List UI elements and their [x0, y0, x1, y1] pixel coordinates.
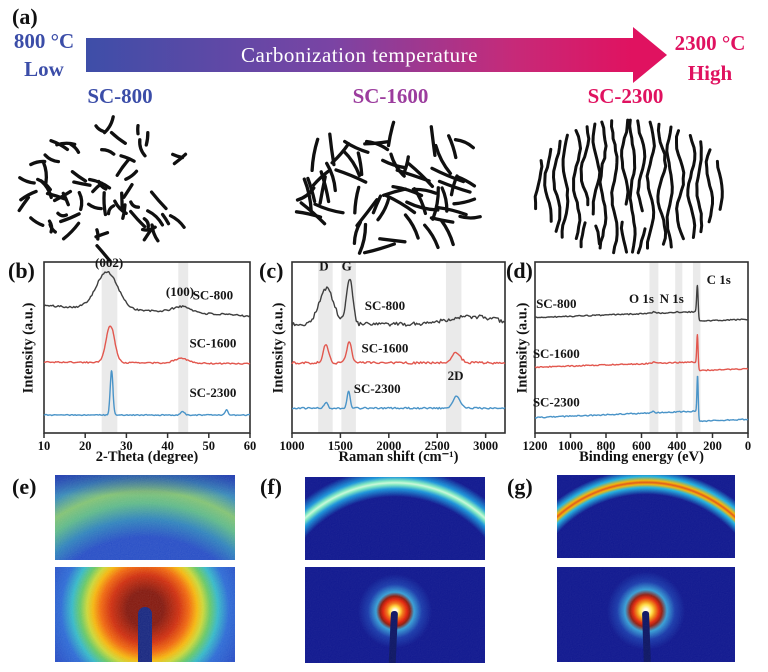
- low-temp-level: Low: [24, 57, 64, 81]
- sc1600-saxs-pattern: [305, 567, 485, 663]
- panel-f-label: (f): [260, 474, 282, 499]
- sc1600-waxs-pattern: [305, 477, 485, 560]
- svg-text:N 1s: N 1s: [660, 291, 684, 306]
- sc800-structure-sketch: [17, 115, 188, 263]
- svg-text:400: 400: [668, 439, 687, 453]
- svg-text:G: G: [342, 259, 352, 274]
- svg-text:60: 60: [244, 439, 256, 453]
- svg-text:C 1s: C 1s: [707, 272, 731, 287]
- svg-text:O 1s: O 1s: [629, 291, 654, 306]
- svg-text:1000: 1000: [558, 439, 583, 453]
- svg-text:30: 30: [120, 439, 133, 453]
- panel-b-label: (b): [8, 258, 35, 283]
- raman-x-axis-label: Raman shift (cm⁻¹): [338, 449, 459, 465]
- svg-text:D: D: [319, 259, 328, 274]
- xps-plot: 1200 1000 800 600 400 200 0 SC-800 SC-1600 SC-230…: [523, 261, 751, 453]
- sc2300-saxs-pattern: [557, 567, 735, 662]
- sc1600-structure-sketch: [294, 120, 482, 255]
- high-temp-value: 2300 °C: [674, 31, 746, 55]
- sc800-waxs-pattern: [55, 475, 235, 560]
- beamstop-shadow: [138, 607, 152, 662]
- sample-label-sc800: SC-800: [87, 84, 153, 108]
- svg-text:1500: 1500: [328, 439, 353, 453]
- svg-text:1000: 1000: [280, 439, 305, 453]
- svg-text:SC-1600: SC-1600: [189, 336, 236, 351]
- svg-text:SC-800: SC-800: [365, 298, 405, 313]
- svg-text:2500: 2500: [425, 439, 450, 453]
- low-temp-value: 800 °C: [13, 29, 75, 53]
- svg-text:10: 10: [38, 439, 51, 453]
- temperature-gradient-arrow: Carbonization temperature: [86, 38, 633, 72]
- svg-text:1200: 1200: [523, 439, 548, 453]
- svg-text:(100): (100): [166, 284, 194, 299]
- svg-text:3000: 3000: [473, 439, 498, 453]
- svg-text:2D: 2D: [448, 368, 464, 383]
- sc800-saxs-pattern: [55, 567, 235, 662]
- sample-label-sc2300: SC-2300: [587, 84, 664, 108]
- panel-e-label: (e): [12, 474, 37, 499]
- svg-text:SC-1600: SC-1600: [361, 341, 408, 356]
- svg-text:50: 50: [203, 439, 216, 453]
- panel-c-label: (c): [259, 258, 284, 283]
- xrd-x-axis-label: 2-Theta (degree): [95, 449, 199, 465]
- beamstop-shadow: [388, 610, 398, 663]
- svg-text:600: 600: [632, 439, 651, 453]
- xps-x-axis-label: Binding energy (eV): [579, 449, 704, 465]
- svg-text:SC-1600: SC-1600: [533, 346, 580, 361]
- high-temp-level: High: [687, 61, 733, 85]
- arrow-title: Carbonization temperature: [241, 42, 478, 67]
- sample-label-sc1600: SC-1600: [352, 84, 429, 108]
- svg-text:20: 20: [79, 439, 92, 453]
- sc2300-structure-sketch: [533, 118, 724, 255]
- svg-text:2000: 2000: [376, 439, 401, 453]
- svg-text:800: 800: [597, 439, 616, 453]
- panel-g-label: (g): [507, 474, 533, 499]
- panel-a-label: (a): [12, 4, 38, 29]
- svg-text:SC-800: SC-800: [193, 288, 233, 303]
- svg-text:200: 200: [703, 439, 722, 453]
- sc2300-waxs-pattern: [557, 475, 735, 558]
- svg-text:(002): (002): [95, 256, 123, 270]
- svg-text:SC-2300: SC-2300: [533, 394, 580, 409]
- svg-text:SC-2300: SC-2300: [189, 385, 236, 400]
- svg-text:40: 40: [161, 439, 174, 453]
- beamstop-shadow: [642, 610, 651, 662]
- panel-d-label: (d): [506, 258, 533, 283]
- svg-text:0: 0: [745, 439, 751, 453]
- raman-plot: 1000 1500 2000 2500 3000 SC-800 SC-1600 SC-2300…: [280, 259, 506, 453]
- svg-text:SC-800: SC-800: [536, 296, 576, 311]
- svg-text:SC-2300: SC-2300: [354, 381, 401, 396]
- xrd-plot: 10 20 30 40 50 60 SC-800 SC-1600 SC-2300 (002) (10…: [38, 256, 256, 453]
- arrow-head-icon: [633, 27, 667, 83]
